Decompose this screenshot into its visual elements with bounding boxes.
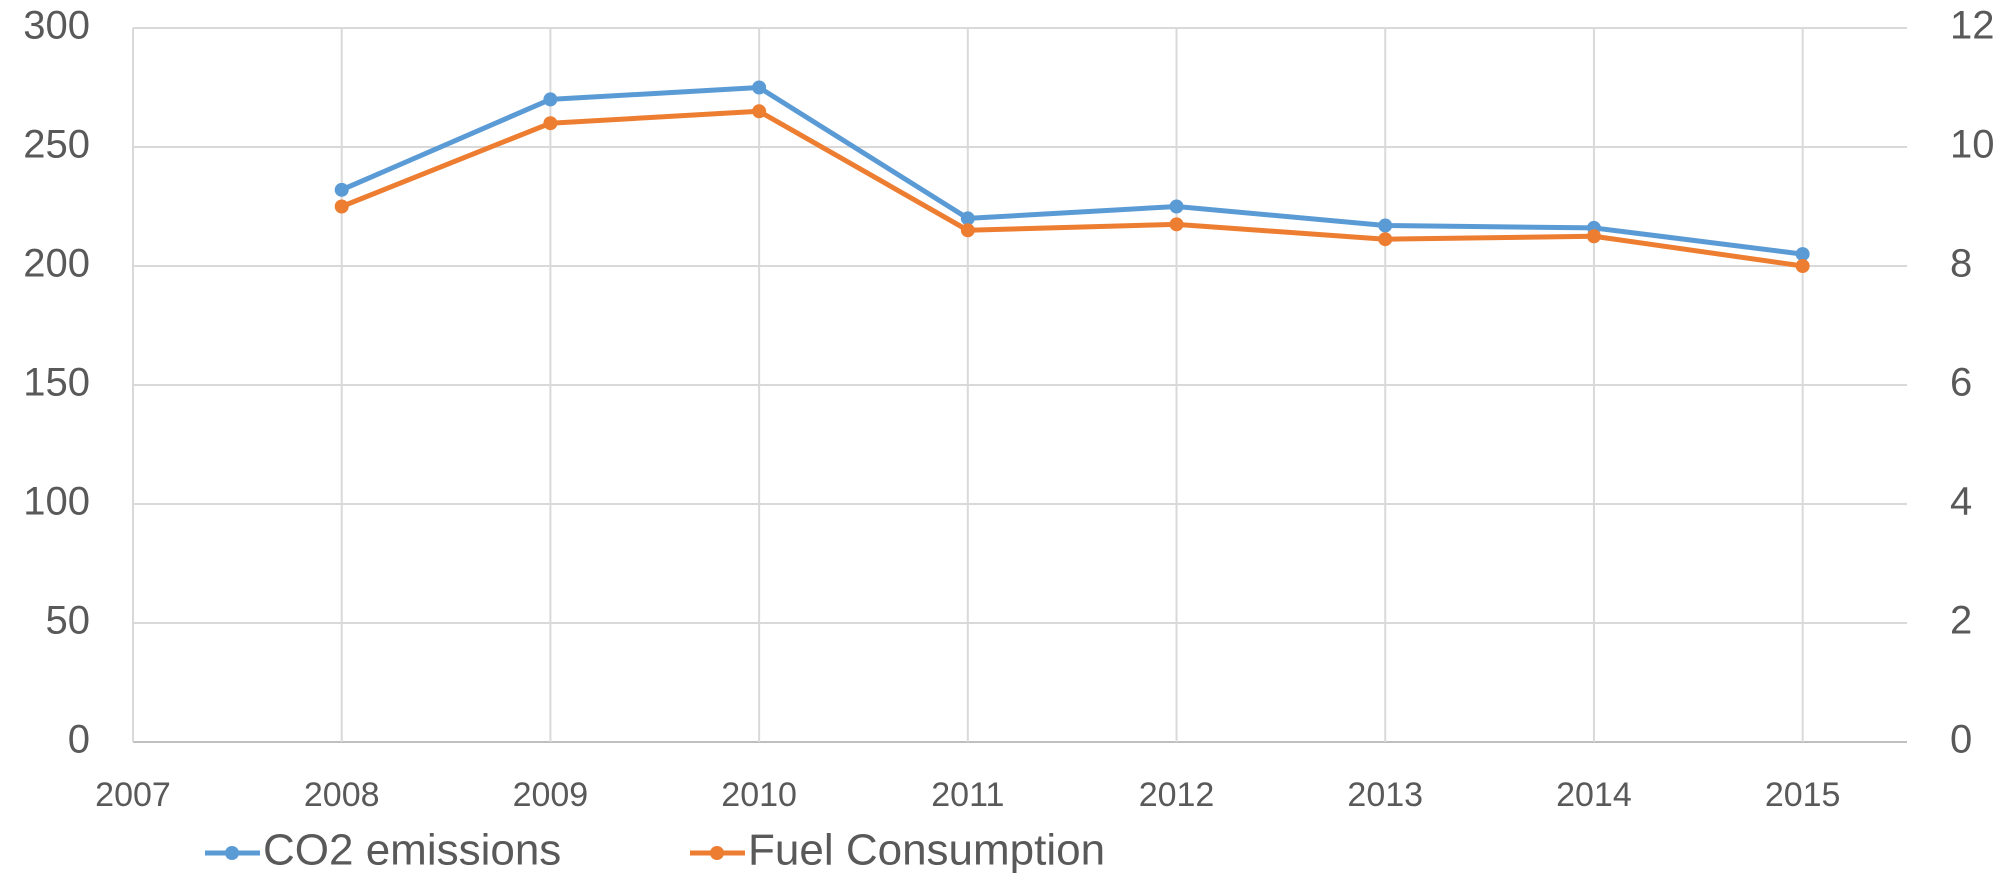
- x-tick-label: 2012: [1139, 776, 1215, 814]
- x-tick-label: 2015: [1765, 776, 1841, 814]
- data-point: [334, 199, 349, 214]
- x-tick-label: 2014: [1556, 776, 1632, 814]
- y2-tick-label: 4: [1950, 480, 1972, 524]
- x-tick-label: 2008: [304, 776, 380, 814]
- x-tick-label: 2010: [721, 776, 797, 814]
- y-tick-label: 100: [23, 480, 90, 524]
- x-tick-label: 2011: [931, 776, 1004, 814]
- legend-label: Fuel Consumption: [748, 826, 1105, 873]
- data-point: [1169, 199, 1184, 214]
- y-tick-label: 200: [23, 242, 90, 286]
- legend-marker: [710, 846, 724, 860]
- legend-label: CO2 emissions: [263, 826, 561, 873]
- data-point: [752, 80, 767, 95]
- y-tick-label: 50: [46, 599, 91, 643]
- x-tick-label: 2009: [513, 776, 589, 814]
- legend-marker: [225, 846, 239, 860]
- y-tick-label: 0: [68, 718, 90, 762]
- data-point: [1795, 247, 1810, 262]
- series-line: [340, 108, 1803, 269]
- x-tick-label: 2007: [95, 776, 171, 814]
- y2-tick-label: 0: [1950, 718, 1972, 762]
- y-tick-label: 250: [23, 123, 90, 167]
- y2-tick-label: 6: [1950, 361, 1972, 405]
- data-point: [1795, 259, 1810, 273]
- data-point: [752, 104, 767, 119]
- data-point: [334, 182, 349, 197]
- y2-tick-label: 12: [1950, 4, 1995, 48]
- data-point: [1586, 229, 1601, 244]
- y-tick-label: 150: [23, 361, 90, 405]
- data-point: [960, 223, 975, 238]
- data-point: [1378, 218, 1393, 233]
- data-point: [543, 116, 558, 131]
- y2-tick-label: 8: [1950, 242, 1972, 286]
- data-point: [543, 92, 558, 107]
- x-tick-label: 2013: [1347, 776, 1423, 814]
- data-point: [1169, 217, 1184, 232]
- y-tick-label: 300: [23, 4, 90, 48]
- y2-tick-label: 10: [1950, 123, 1995, 167]
- data-point: [1378, 232, 1393, 247]
- data-point: [960, 211, 975, 226]
- series-line: [340, 85, 1803, 257]
- y2-tick-label: 2: [1950, 599, 1972, 643]
